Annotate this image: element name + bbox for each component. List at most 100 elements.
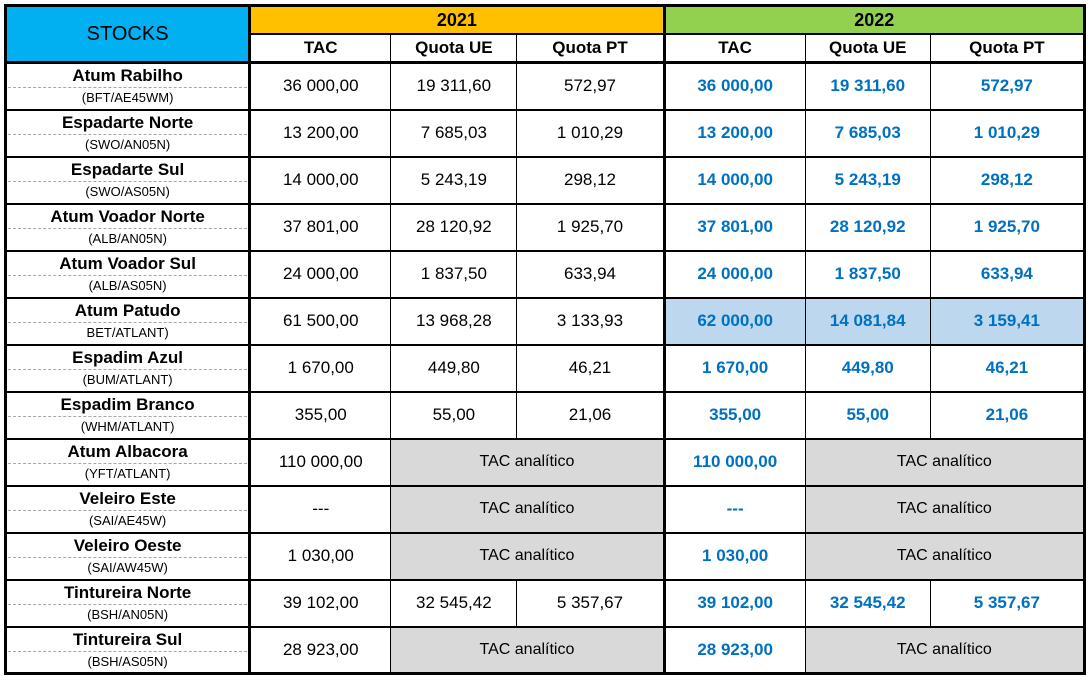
cell-2022-quota-ue: 55,00 xyxy=(804,390,931,440)
cell-2021-quota-pt: 1 010,29 xyxy=(516,108,665,158)
cell-2021-quota-ue: 5 243,19 xyxy=(390,155,518,205)
cell-2021-quota-ue: 13 968,28 xyxy=(390,296,518,346)
cell-2022-tac: 355,00 xyxy=(662,390,806,440)
cell-2022-tac-analitico: TAC analítico xyxy=(804,437,1086,487)
cell-2021-tac: --- xyxy=(248,484,392,534)
cell-2022-tac: 13 200,00 xyxy=(662,108,806,158)
cell-2022-tac: 1 670,00 xyxy=(662,343,806,393)
cell-2021-quota-ue: 7 685,03 xyxy=(390,108,518,158)
col-header-2022-tac: TAC xyxy=(662,33,806,64)
cell-2022-tac: --- xyxy=(662,484,806,534)
cell-2021-tac: 1 030,00 xyxy=(248,531,392,581)
cell-2022-tac-analitico: TAC analítico xyxy=(804,531,1086,581)
table-row: Atum Albacora (YFT/ATLANT) 110 000,00 TA… xyxy=(4,437,1086,487)
cell-2021-quota-pt: 5 357,67 xyxy=(516,578,665,628)
table-row: Espadim Branco (WHM/ATLANT) 355,00 55,00… xyxy=(4,390,1086,440)
stock-name: Espadim Azul xyxy=(8,347,248,370)
cell-2022-quota-pt: 5 357,67 xyxy=(929,578,1086,628)
stock-cell: Espadim Azul (BUM/ATLANT) xyxy=(4,343,251,393)
stock-name: Espadarte Sul xyxy=(8,159,248,182)
stock-cell: Espadarte Norte (SWO/AN05N) xyxy=(4,108,251,158)
table-row: Atum Voador Sul (ALB/AS05N) 24 000,00 1 … xyxy=(4,249,1086,299)
cell-2021-quota-ue: 32 545,42 xyxy=(390,578,518,628)
stock-name: Atum Voador Norte xyxy=(8,206,248,229)
cell-2021-quota-pt: 1 925,70 xyxy=(516,202,665,252)
cell-2021-tac: 28 923,00 xyxy=(248,625,392,675)
cell-2021-quota-ue: 28 120,92 xyxy=(390,202,518,252)
table-row: Tintureira Norte (BSH/AN05N) 39 102,00 3… xyxy=(4,578,1086,628)
table-row: Espadarte Norte (SWO/AN05N) 13 200,00 7 … xyxy=(4,108,1086,158)
table-row: Atum Rabilho (BFT/AE45WM) 36 000,00 19 3… xyxy=(4,61,1086,111)
stock-code: (SWO/AS05N) xyxy=(85,184,170,199)
stock-code: (YFT/ATLANT) xyxy=(84,466,171,481)
stock-name: Atum Rabilho xyxy=(8,65,248,89)
stock-name: Veleiro Este xyxy=(8,488,248,511)
cell-2022-quota-ue: 7 685,03 xyxy=(804,108,931,158)
stock-name: Espadarte Norte xyxy=(8,112,248,135)
cell-2021-quota-pt: 21,06 xyxy=(516,390,665,440)
cell-2021-tac: 110 000,00 xyxy=(248,437,392,487)
cell-2021-tac-analitico: TAC analítico xyxy=(390,531,665,581)
cell-2022-quota-pt: 1 010,29 xyxy=(929,108,1086,158)
stock-code: (BFT/AE45WM) xyxy=(81,90,174,106)
stock-name: Veleiro Oeste xyxy=(8,535,248,558)
stock-name: Espadim Branco xyxy=(8,394,248,417)
stock-name: Atum Albacora xyxy=(8,441,248,464)
table-row: Espadim Azul (BUM/ATLANT) 1 670,00 449,8… xyxy=(4,343,1086,393)
cell-2021-tac: 36 000,00 xyxy=(248,61,392,111)
cell-2021-tac: 355,00 xyxy=(248,390,392,440)
cell-2021-tac-analitico: TAC analítico xyxy=(390,484,665,534)
stock-code: (ALB/AS05N) xyxy=(88,278,167,293)
table-row: Atum Voador Norte (ALB/AN05N) 37 801,00 … xyxy=(4,202,1086,252)
stocks-quota-table: STOCKS 2021 2022 TAC Quota UE Quota PT T… xyxy=(4,4,1086,675)
cell-2022-tac: 24 000,00 xyxy=(662,249,806,299)
cell-2021-tac: 14 000,00 xyxy=(248,155,392,205)
col-header-2021-quota-ue: Quota UE xyxy=(390,33,518,64)
cell-2022-quota-ue: 32 545,42 xyxy=(804,578,931,628)
stock-code: (SAI/AW45W) xyxy=(87,560,168,575)
stock-name: Atum Voador Sul xyxy=(8,253,248,276)
cell-2022-quota-pt: 46,21 xyxy=(929,343,1086,393)
cell-2021-quota-pt: 298,12 xyxy=(516,155,665,205)
cell-2022-tac-analitico: TAC analítico xyxy=(804,484,1086,534)
cell-2022-quota-pt: 21,06 xyxy=(929,390,1086,440)
cell-2021-tac: 39 102,00 xyxy=(248,578,392,628)
stock-cell: Veleiro Oeste (SAI/AW45W) xyxy=(4,531,251,581)
cell-2022-tac: 36 000,00 xyxy=(662,61,806,111)
cell-2021-quota-pt: 633,94 xyxy=(516,249,665,299)
stock-cell: Atum Voador Sul (ALB/AS05N) xyxy=(4,249,251,299)
cell-2021-tac-analitico: TAC analítico xyxy=(390,625,665,675)
cell-2022-quota-ue: 1 837,50 xyxy=(804,249,931,299)
stock-cell: Atum Albacora (YFT/ATLANT) xyxy=(4,437,251,487)
table-row: Veleiro Oeste (SAI/AW45W) 1 030,00 TAC a… xyxy=(4,531,1086,581)
cell-2021-tac: 1 670,00 xyxy=(248,343,392,393)
cell-2021-quota-pt: 572,97 xyxy=(516,61,665,111)
cell-2022-quota-pt: 1 925,70 xyxy=(929,202,1086,252)
cell-2022-tac: 39 102,00 xyxy=(662,578,806,628)
cell-2021-quota-pt: 3 133,93 xyxy=(516,296,665,346)
cell-2021-quota-ue: 449,80 xyxy=(390,343,518,393)
cell-2022-tac: 14 000,00 xyxy=(662,155,806,205)
col-header-2022-quota-ue: Quota UE xyxy=(804,33,931,64)
stock-cell: Tintureira Sul (BSH/AS05N) xyxy=(4,625,251,675)
cell-2022-quota-pt-highlighted: 3 159,41 xyxy=(929,296,1086,346)
stock-code: (SAI/AE45W) xyxy=(88,513,167,528)
table-row: Veleiro Este (SAI/AE45W) --- TAC analíti… xyxy=(4,484,1086,534)
cell-2021-tac: 37 801,00 xyxy=(248,202,392,252)
cell-2022-tac-analitico: TAC analítico xyxy=(804,625,1086,675)
table-row: Atum Patudo BET/ATLANT) 61 500,00 13 968… xyxy=(4,296,1086,346)
stock-cell: Tintureira Norte (BSH/AN05N) xyxy=(4,578,251,628)
cell-2022-quota-pt: 572,97 xyxy=(929,61,1086,111)
stock-name: Tintureira Norte xyxy=(8,582,248,605)
cell-2022-tac: 110 000,00 xyxy=(662,437,806,487)
cell-2021-tac-analitico: TAC analítico xyxy=(390,437,665,487)
cell-2021-tac: 13 200,00 xyxy=(248,108,392,158)
col-header-2022-quota-pt: Quota PT xyxy=(929,33,1086,64)
cell-2022-tac-highlighted: 62 000,00 xyxy=(662,296,806,346)
col-header-2021-tac: TAC xyxy=(248,33,392,64)
year-2021-header: 2021 xyxy=(248,5,665,35)
stocks-column-header: STOCKS xyxy=(4,5,251,64)
stock-name: Tintureira Sul xyxy=(8,629,248,652)
cell-2021-quota-pt: 46,21 xyxy=(516,343,665,393)
stock-name: Atum Patudo xyxy=(8,300,248,323)
